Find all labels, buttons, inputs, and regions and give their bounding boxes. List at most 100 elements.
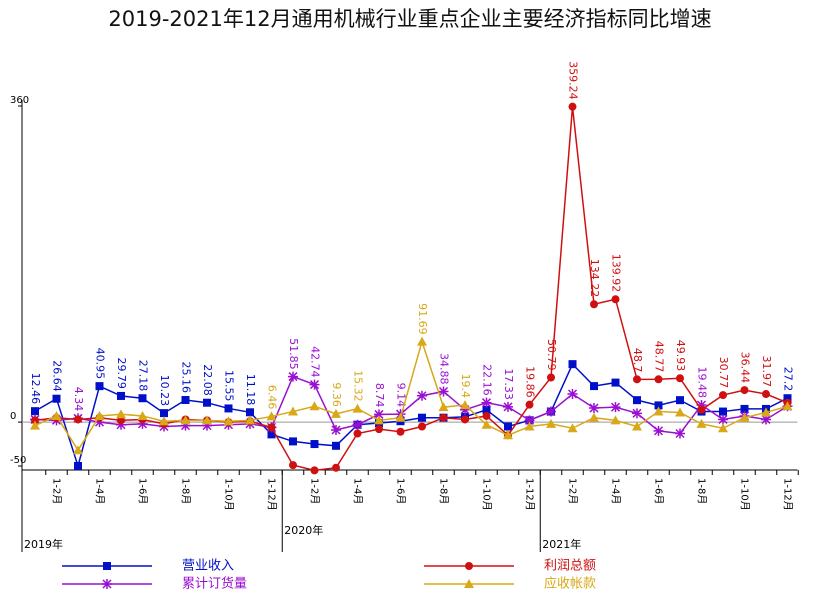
marker xyxy=(632,421,642,431)
data-label: 10.23 xyxy=(158,375,171,407)
marker xyxy=(30,420,40,430)
marker xyxy=(481,419,492,429)
marker xyxy=(116,419,126,430)
marker xyxy=(310,440,319,449)
marker xyxy=(73,445,83,455)
data-label: 8.74 xyxy=(373,383,386,408)
marker xyxy=(116,409,126,419)
marker xyxy=(31,416,39,425)
data-label: 27.18 xyxy=(137,360,150,392)
marker xyxy=(590,382,598,391)
marker xyxy=(103,562,111,570)
marker xyxy=(51,410,62,420)
x-tick-label: 1-12月 xyxy=(524,478,536,511)
marker xyxy=(676,374,684,383)
marker xyxy=(117,416,125,425)
chart-title: 2019-2021年12月通用机械行业重点企业主要经济指标同比增速 xyxy=(108,7,711,31)
marker xyxy=(117,391,125,400)
data-label: 30.77 xyxy=(717,357,730,389)
marker xyxy=(481,397,492,408)
data-label: 9.14 xyxy=(395,383,408,408)
marker xyxy=(546,418,556,428)
legend-label: 应收帐款 xyxy=(544,576,596,592)
y-tick-label: 360 xyxy=(10,95,29,106)
data-label: 25.16 xyxy=(180,362,193,394)
marker xyxy=(137,410,148,420)
x-tick-label: 1-4月 xyxy=(610,478,622,504)
data-label: 17.33 xyxy=(502,368,515,400)
x-tick-label: 1-2月 xyxy=(309,478,321,504)
marker xyxy=(460,400,470,410)
marker xyxy=(223,416,234,426)
marker xyxy=(289,461,297,470)
legend-label: 利润总额 xyxy=(544,559,596,574)
data-label: 359.24 xyxy=(567,61,580,100)
marker xyxy=(102,579,112,589)
marker xyxy=(653,425,664,436)
x-tick-label: 1-10月 xyxy=(739,478,751,511)
marker xyxy=(438,386,449,397)
marker xyxy=(375,425,383,434)
marker xyxy=(783,394,792,403)
marker xyxy=(633,396,641,405)
marker xyxy=(159,416,169,426)
data-label: 22.16 xyxy=(481,364,494,396)
marker xyxy=(202,415,212,425)
x-tick-label: 1-10月 xyxy=(223,478,235,511)
marker xyxy=(160,409,168,418)
x-tick-label: 1-8月 xyxy=(438,478,450,504)
marker xyxy=(465,562,473,570)
data-label: 48.77 xyxy=(653,341,666,373)
marker xyxy=(719,407,727,416)
marker xyxy=(653,406,664,416)
marker xyxy=(482,405,491,414)
marker xyxy=(503,430,513,440)
marker xyxy=(267,423,276,432)
marker xyxy=(332,463,340,472)
marker xyxy=(654,401,663,410)
data-label: 50.79 xyxy=(545,339,558,371)
marker xyxy=(417,336,427,346)
x-tick-label: 1-6月 xyxy=(395,478,407,504)
marker xyxy=(568,360,577,369)
marker xyxy=(718,423,728,433)
data-label: 22.08 xyxy=(201,364,214,396)
marker xyxy=(310,466,319,475)
data-label: 12.46 xyxy=(29,373,42,405)
marker xyxy=(460,404,470,415)
marker xyxy=(524,415,535,426)
marker xyxy=(504,422,512,431)
marker xyxy=(719,391,727,400)
marker xyxy=(761,407,771,417)
data-label: 19.86 xyxy=(524,366,537,398)
marker xyxy=(547,373,555,382)
x-tick-label: 1-2月 xyxy=(567,478,579,504)
marker xyxy=(267,430,276,439)
data-label: 48.7 xyxy=(631,348,644,373)
x-tick-label: 1-6月 xyxy=(653,478,665,504)
marker xyxy=(417,390,427,401)
data-label: 15.55 xyxy=(223,370,236,402)
marker xyxy=(95,382,104,391)
marker xyxy=(331,425,341,435)
x-tick-label: 1-10月 xyxy=(481,478,493,511)
marker xyxy=(181,396,190,405)
legend-item: 营业收入 xyxy=(62,559,234,574)
marker xyxy=(589,412,599,422)
marker xyxy=(395,412,406,422)
marker xyxy=(224,404,233,413)
series-line xyxy=(34,106,788,472)
marker xyxy=(138,394,147,403)
data-label: 29.79 xyxy=(115,357,128,389)
marker xyxy=(739,412,750,422)
marker xyxy=(464,579,474,588)
data-label: 91.69 xyxy=(416,303,429,335)
data-label: 36.44 xyxy=(739,352,752,384)
marker xyxy=(332,441,340,450)
marker xyxy=(740,404,749,413)
marker xyxy=(418,422,426,431)
marker xyxy=(611,378,620,387)
marker xyxy=(567,423,578,433)
x-tick-label: 1-6月 xyxy=(137,478,149,504)
marker xyxy=(525,400,534,409)
